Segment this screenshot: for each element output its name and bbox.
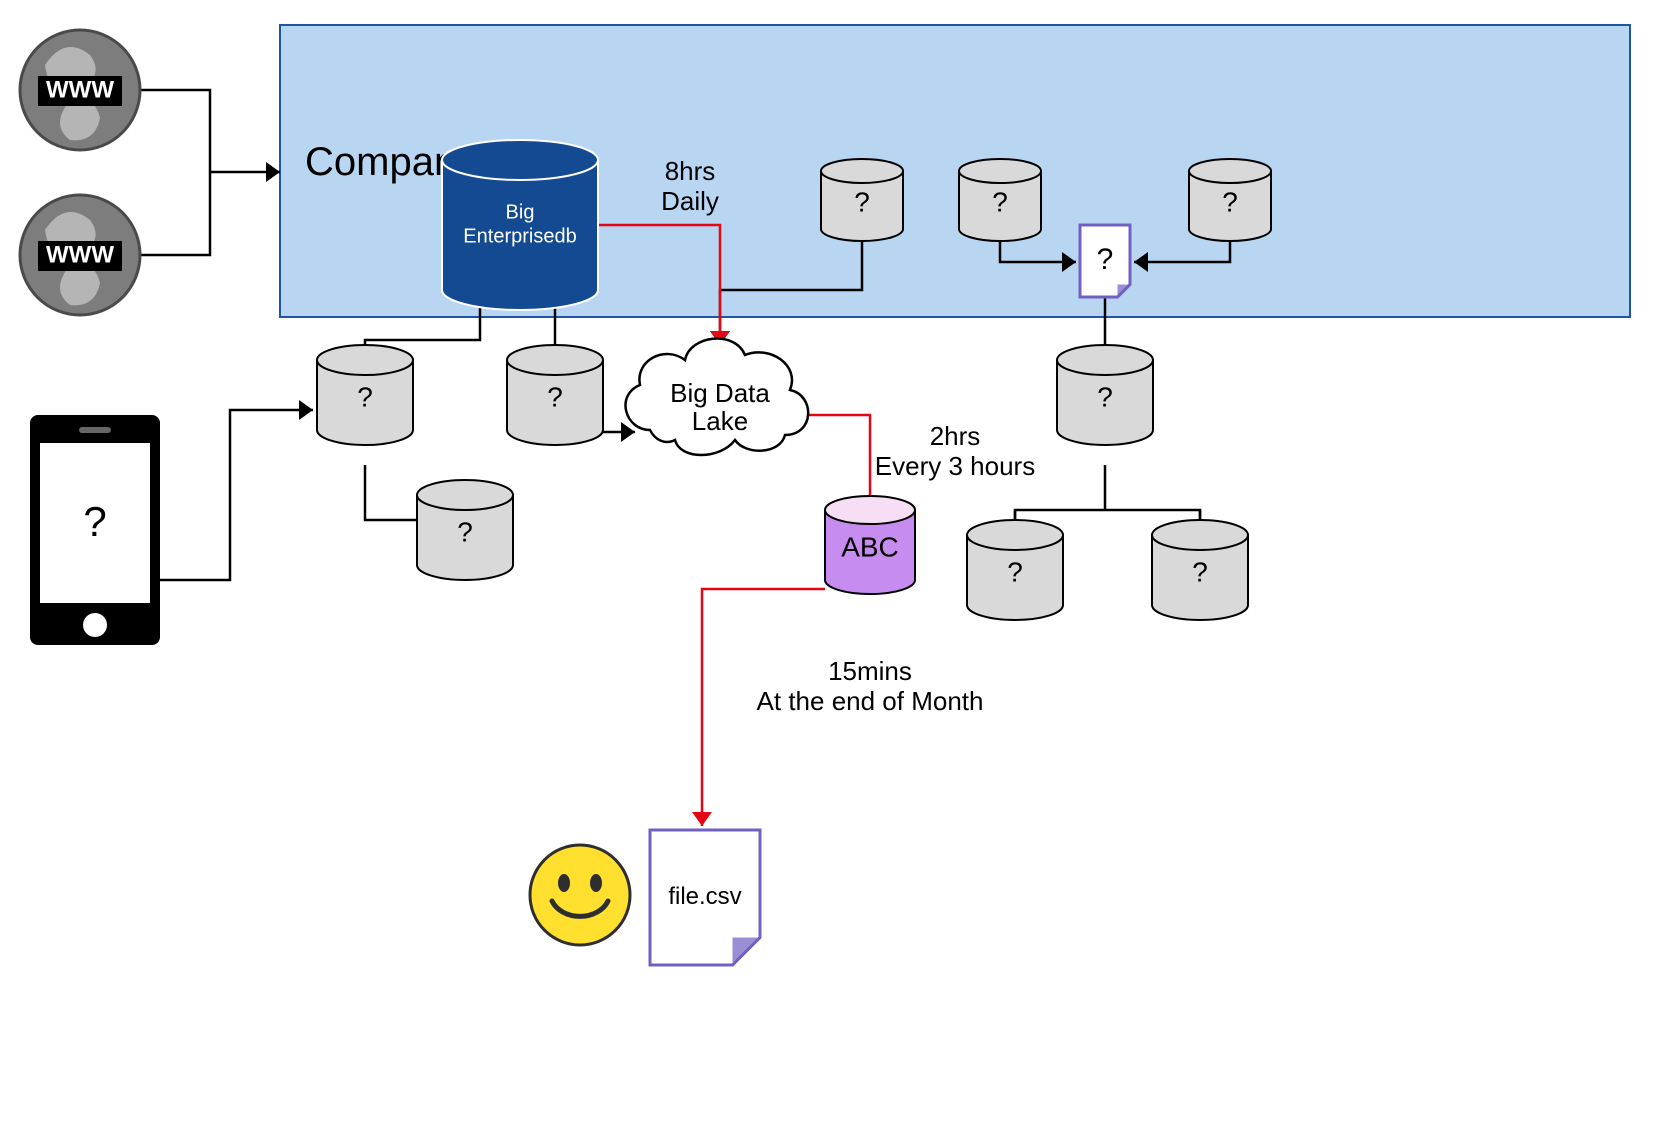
db-q2: ?: [959, 159, 1041, 241]
db-q3: ?: [1189, 159, 1271, 241]
db-q1: ?: [821, 159, 903, 241]
db-mid1-label: ?: [357, 381, 373, 412]
db-mid1: ?: [317, 345, 413, 445]
db-lower: ?: [417, 480, 513, 580]
e-phone-mid1: [160, 410, 313, 580]
lbl-2hrs: 2hrs: [930, 421, 981, 451]
db-lower-label: ?: [457, 516, 473, 547]
db-right-label: ?: [1097, 381, 1113, 412]
db-bl2-label: ?: [1192, 556, 1208, 587]
doc-file: file.csv: [650, 830, 760, 965]
db-q2-label: ?: [992, 186, 1008, 217]
doc-q-label: ?: [1097, 243, 1114, 276]
globe-2-www-label: WWW: [46, 241, 114, 268]
globe-1-www-label: WWW: [46, 76, 114, 103]
doc-q: ?: [1080, 225, 1130, 297]
lbl-8hrs: Daily: [661, 186, 719, 216]
cloud-label: Lake: [692, 406, 748, 436]
enterprise-db: BigEnterprisedb: [442, 140, 598, 310]
big-data-lake-cloud: Big DataLake: [626, 339, 809, 455]
db-bl1-label: ?: [1007, 556, 1023, 587]
db-bl2: ?: [1152, 520, 1248, 620]
lbl-15min: At the end of Month: [757, 686, 984, 716]
smiley-icon: [530, 845, 630, 945]
db-abc: ABC: [825, 496, 915, 594]
globe-1: WWW: [20, 30, 140, 150]
db-abc-label: ABC: [841, 531, 899, 562]
lbl-2hrs: Every 3 hours: [875, 451, 1035, 481]
db-right: ?: [1057, 345, 1153, 445]
enterprise-db-label: Enterprisedb: [463, 225, 576, 247]
enterprise-db-label: Big: [506, 201, 535, 223]
architecture-diagram: Company WWWWWW?BigEnterprisedb?????????A…: [0, 0, 1660, 1141]
db-mid2: ?: [507, 345, 603, 445]
doc-file-label: file.csv: [668, 883, 741, 910]
cloud-label: Big Data: [670, 378, 770, 408]
lbl-8hrs: 8hrs: [665, 156, 716, 186]
globe-2: WWW: [20, 195, 140, 315]
phone-label: ?: [83, 498, 106, 545]
lbl-15min: 15mins: [828, 656, 912, 686]
db-q1-label: ?: [854, 186, 870, 217]
db-bl1: ?: [967, 520, 1063, 620]
phone-icon: ?: [30, 415, 160, 645]
e-globes-company: [140, 90, 280, 255]
db-q3-label: ?: [1222, 186, 1238, 217]
db-mid2-label: ?: [547, 381, 563, 412]
